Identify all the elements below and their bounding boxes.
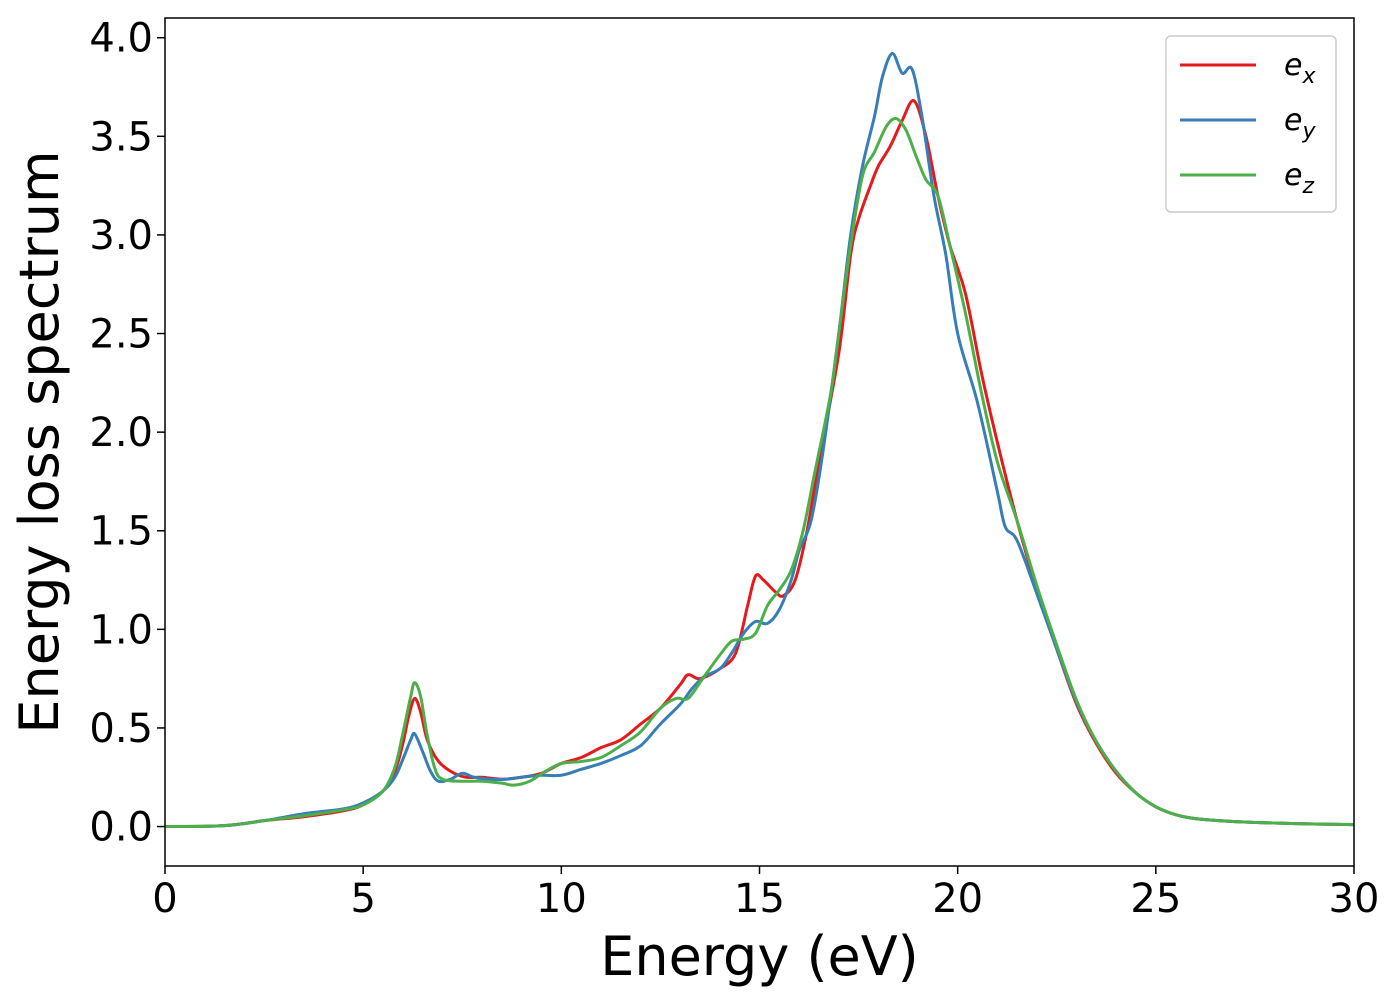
legend-label: ey <box>1284 103 1316 144</box>
x-tick-label: 25 <box>1130 876 1181 922</box>
y-tick-label: 1.0 <box>89 607 153 653</box>
y-tick-label: 0.5 <box>89 706 153 752</box>
y-tick-label: 4.0 <box>89 16 153 62</box>
x-axis-title: Energy (eV) <box>600 925 919 988</box>
x-tick-label: 0 <box>152 876 177 922</box>
legend-label: ex <box>1284 48 1316 89</box>
series-layer <box>165 52 1354 829</box>
series-line-ez <box>165 117 1354 829</box>
y-tick-label: 3.5 <box>89 114 153 160</box>
y-tick-label: 0.0 <box>89 805 153 851</box>
legend: ex ey ez <box>1165 35 1337 213</box>
legend-label: ez <box>1284 158 1314 199</box>
x-tick-label: 5 <box>350 876 375 922</box>
x-tick-label: 30 <box>1329 876 1380 922</box>
y-tick-label: 2.0 <box>89 410 153 456</box>
y-tick-label: 1.5 <box>89 509 153 555</box>
x-tick-label: 20 <box>932 876 983 922</box>
y-tick-label: 2.5 <box>89 312 153 358</box>
y-tick-label: 3.0 <box>89 213 153 259</box>
x-axis: 0 5 10 15 20 25 30 <box>152 866 1379 922</box>
x-tick-label: 10 <box>536 876 587 922</box>
series-line-ey <box>165 52 1354 829</box>
x-tick-label: 15 <box>734 876 785 922</box>
y-axis-title: Energy loss spectrum <box>8 150 71 733</box>
y-axis: 0.0 0.5 1.0 1.5 2.0 2.5 3.0 3.5 4.0 <box>89 16 165 851</box>
legend-box <box>1165 35 1337 213</box>
